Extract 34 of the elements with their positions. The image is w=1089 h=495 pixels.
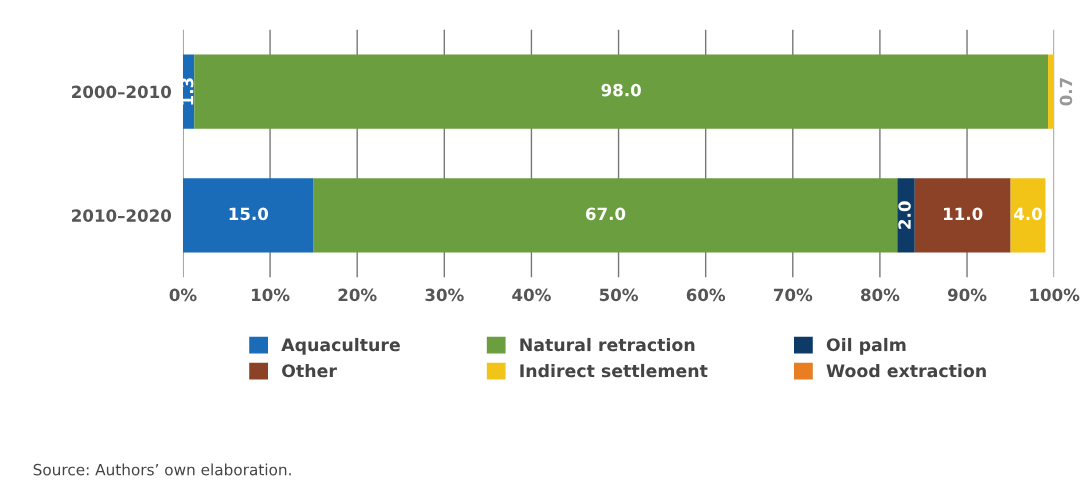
data-label: 0.7: [1059, 78, 1073, 106]
x-tick-label: 70%: [773, 288, 813, 302]
legend-label: Natural retraction: [520, 337, 695, 352]
bar: [1048, 54, 1055, 129]
bar: [194, 54, 1049, 129]
bar: [914, 178, 1011, 253]
data-label: 2.0: [898, 201, 911, 229]
y-tick-label: 2000–2010: [72, 85, 172, 99]
legend-label: Oil palm: [826, 337, 906, 355]
x-tick-label: 30%: [425, 288, 464, 302]
data-label: 4.0: [1014, 207, 1042, 221]
y-tick-label: 2010–2020: [72, 209, 172, 222]
data-label: 98.0: [601, 83, 641, 97]
bar: [1010, 178, 1046, 253]
bar: [897, 178, 915, 253]
data-label: 11.0: [944, 207, 983, 221]
bar: [313, 178, 898, 253]
x-tick-label: 50%: [599, 288, 638, 302]
legend-label: Wood extraction: [826, 363, 986, 378]
legend-label: Other: [282, 363, 337, 378]
x-tick-label: 80%: [860, 288, 900, 302]
x-tick-label: 60%: [686, 288, 726, 302]
legend-label: Indirect settlement: [520, 363, 708, 378]
legend-label: Aquaculture: [281, 337, 400, 355]
x-tick-label: 40%: [512, 288, 551, 302]
data-label: 15.0: [229, 207, 269, 221]
x-tick-label: 100%: [1030, 288, 1080, 302]
x-tick-label: 0%: [169, 288, 197, 302]
x-tick-label: 10%: [252, 288, 290, 302]
x-tick-label: 90%: [947, 288, 987, 302]
x-tick-label: 20%: [338, 288, 377, 302]
bar: [182, 178, 314, 253]
source-note: Source: Authors’ own elaboration.: [33, 463, 291, 476]
data-label: 67.0: [585, 207, 626, 221]
